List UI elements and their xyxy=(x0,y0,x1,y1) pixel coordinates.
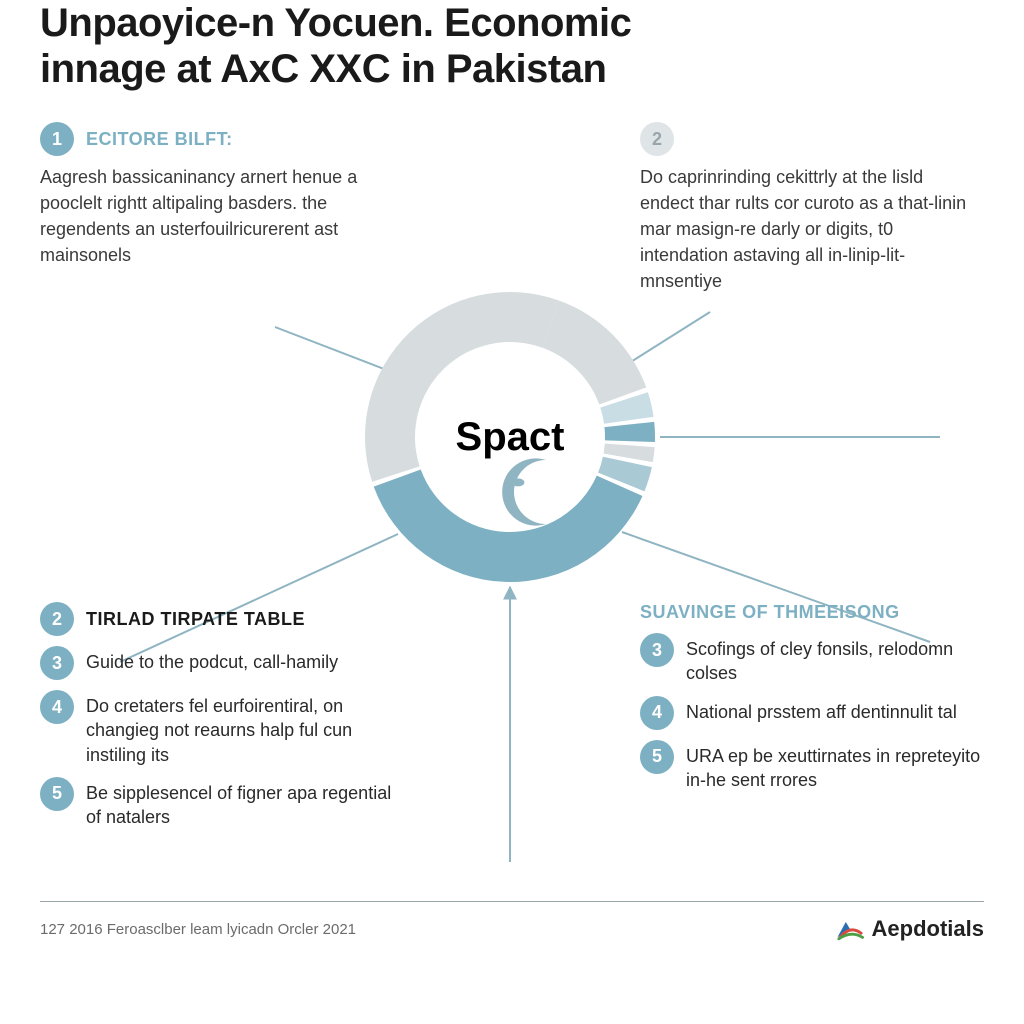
list-badge: 3 xyxy=(640,633,674,667)
heading-tl: ECITORE BILFT: xyxy=(86,129,233,150)
footer-logo: Aepdotials xyxy=(836,916,984,942)
section-bottom-right: SUAVINGE OF THMEEISONG 3 Scofings of cley… xyxy=(640,602,990,792)
badge-tl: 1 xyxy=(40,122,74,156)
heading-br: SUAVINGE OF THMEEISONG xyxy=(640,602,900,623)
title-line-2: innage at AxC XXC in Pakistan xyxy=(40,47,606,91)
list-badge: 4 xyxy=(40,690,74,724)
title-line-1: Unpaoyice-n Yocuen. Economic xyxy=(40,1,631,45)
list-text: Do cretaters fel eurfoirentiral, on chan… xyxy=(86,690,400,767)
list-item: 3 Guide to the podcut, call-hamily xyxy=(40,646,400,680)
section-top-left: 1 ECITORE BILFT: Aagresh bassicaninancy … xyxy=(40,122,360,268)
section-bottom-left: 2 TIRLAD TIRPATE TABLE 3 Guide to the pod… xyxy=(40,602,400,829)
logo-mark-icon xyxy=(836,917,864,941)
list-badge: 4 xyxy=(640,696,674,730)
list-item: 5 Be sipplesencel of figner apa regential… xyxy=(40,777,400,830)
footer-credit: 127 2016 Feroasclber leam lyicadn Orcler… xyxy=(40,921,356,938)
section-top-right: 2 Do caprinrinding cekittrly at the lisl… xyxy=(640,122,980,294)
body-tl: Aagresh bassicaninancy arnert henue a po… xyxy=(40,164,360,268)
footer-rule xyxy=(40,901,984,902)
footer: 127 2016 Feroasclber leam lyicadn Orcler… xyxy=(40,916,984,942)
list-badge: 5 xyxy=(40,777,74,811)
donut-segment xyxy=(542,301,646,405)
donut-segment xyxy=(604,422,655,442)
donut-segment xyxy=(374,469,643,582)
list-item: 4 National prsstem aff dentinnulit tal xyxy=(640,696,990,730)
list-text: Be sipplesencel of figner apa regential … xyxy=(86,777,400,830)
donut-chart xyxy=(360,287,660,587)
list-badge: 3 xyxy=(40,646,74,680)
list-text: Guide to the podcut, call-hamily xyxy=(86,646,338,674)
logo-text: Aepdotials xyxy=(872,916,984,942)
list-item: 4 Do cretaters fel eurfoirentiral, on cha… xyxy=(40,690,400,767)
list-text: URA ep be xeuttirnates in repreteyito in… xyxy=(686,740,990,793)
badge-tr: 2 xyxy=(640,122,674,156)
infographic-stage: Spact 1 ECITORE BILFT: Aagresh bassicani… xyxy=(0,102,1024,952)
list-item: 5 URA ep be xeuttirnates in repreteyito i… xyxy=(640,740,990,793)
list-item: 3 Scofings of cley fonsils, relodomn cols… xyxy=(640,633,990,686)
list-text: National prsstem aff dentinnulit tal xyxy=(686,696,957,724)
list-badge: 5 xyxy=(640,740,674,774)
badge-bl: 2 xyxy=(40,602,74,636)
body-tr: Do caprinrinding cekittrly at the lisld … xyxy=(640,164,980,294)
heading-bl: TIRLAD TIRPATE TABLE xyxy=(86,609,305,630)
donut-segment xyxy=(365,292,560,482)
page-title: Unpaoyice-n Yocuen. Economic innage at A… xyxy=(0,0,1024,102)
list-text: Scofings of cley fonsils, relodomn colse… xyxy=(686,633,990,686)
